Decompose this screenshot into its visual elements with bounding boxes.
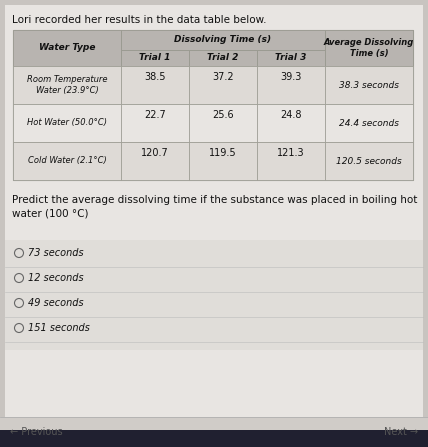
Text: 12 seconds: 12 seconds: [28, 273, 83, 283]
Bar: [13, 30, 413, 180]
Text: Trial 2: Trial 2: [207, 54, 239, 63]
Text: Trial 3: Trial 3: [275, 54, 307, 63]
Bar: [13, 142, 413, 180]
Text: 38.3 seconds: 38.3 seconds: [339, 80, 399, 89]
Bar: [5, 192, 423, 237]
Bar: [189, 104, 257, 142]
Bar: [325, 66, 413, 104]
Text: 120.5 seconds: 120.5 seconds: [336, 156, 402, 165]
Bar: [325, 30, 413, 66]
Text: Next →: Next →: [384, 427, 418, 437]
Text: 37.2: 37.2: [212, 72, 234, 82]
Text: Dissolving Time (s): Dissolving Time (s): [175, 35, 271, 45]
Text: Room Temperature
Water (23.9°C): Room Temperature Water (23.9°C): [27, 75, 107, 95]
Bar: [121, 142, 189, 180]
Text: Average Dissolving
Time (s): Average Dissolving Time (s): [324, 38, 414, 58]
Bar: [325, 104, 413, 142]
Bar: [121, 50, 189, 66]
Bar: [13, 30, 413, 66]
Bar: [325, 142, 413, 180]
Bar: [189, 142, 257, 180]
Text: 121.3: 121.3: [277, 148, 305, 158]
Bar: [257, 50, 325, 66]
Bar: [0, 417, 428, 447]
Bar: [189, 66, 257, 104]
Text: 119.5: 119.5: [209, 148, 237, 158]
Bar: [5, 240, 423, 350]
Bar: [257, 142, 325, 180]
Text: 22.7: 22.7: [144, 110, 166, 120]
Text: Hot Water (50.0°C): Hot Water (50.0°C): [27, 118, 107, 127]
Bar: [13, 66, 413, 104]
Bar: [121, 104, 189, 142]
Bar: [13, 104, 121, 142]
Text: Cold Water (2.1°C): Cold Water (2.1°C): [28, 156, 107, 165]
Text: Lori recorded her results in the data table below.: Lori recorded her results in the data ta…: [12, 15, 267, 25]
Text: 151 seconds: 151 seconds: [28, 323, 90, 333]
Text: Trial 1: Trial 1: [139, 54, 171, 63]
Text: ← Previous: ← Previous: [10, 427, 62, 437]
Bar: [0, 430, 428, 447]
Bar: [13, 66, 121, 104]
Bar: [13, 142, 121, 180]
Bar: [121, 66, 189, 104]
Text: 38.5: 38.5: [144, 72, 166, 82]
Text: Predict the average dissolving time if the substance was placed in boiling hot
w: Predict the average dissolving time if t…: [12, 195, 417, 219]
Text: 39.3: 39.3: [280, 72, 302, 82]
Text: 49 seconds: 49 seconds: [28, 298, 83, 308]
Bar: [121, 30, 325, 50]
Text: 120.7: 120.7: [141, 148, 169, 158]
Text: Water Type: Water Type: [39, 43, 95, 52]
Text: 25.6: 25.6: [212, 110, 234, 120]
Bar: [13, 104, 413, 142]
Text: 24.4 seconds: 24.4 seconds: [339, 118, 399, 127]
Bar: [13, 30, 121, 66]
Bar: [189, 50, 257, 66]
Text: 73 seconds: 73 seconds: [28, 248, 83, 258]
Bar: [257, 66, 325, 104]
Text: 24.8: 24.8: [280, 110, 302, 120]
Bar: [257, 104, 325, 142]
